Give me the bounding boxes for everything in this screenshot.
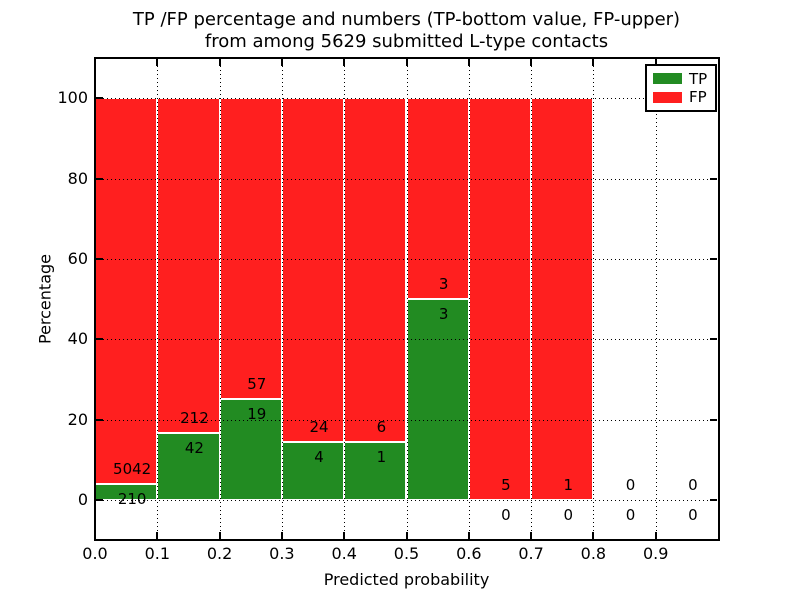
x-tick-mark-top xyxy=(343,59,346,66)
tp-count-label: 1 xyxy=(376,448,387,467)
y-tick-label: 0 xyxy=(77,489,88,509)
chart-title-line1: TP /FP percentage and numbers (TP-bottom… xyxy=(132,9,681,30)
x-tick-mark xyxy=(592,532,595,539)
tp-count-label: 0 xyxy=(625,505,636,524)
gridline-vertical xyxy=(531,58,533,540)
x-tick-mark-top xyxy=(592,59,595,66)
gridline-vertical xyxy=(157,58,159,540)
gridline-vertical xyxy=(593,58,595,540)
x-tick-mark-top xyxy=(156,59,159,66)
x-tick-mark xyxy=(280,532,283,539)
x-tick-label: 0.0 xyxy=(82,544,108,563)
bar-fp-segment xyxy=(406,98,469,299)
bar-fp-segment xyxy=(157,98,220,434)
fp-count-label: 24 xyxy=(309,418,329,437)
y-tick-mark xyxy=(96,418,103,421)
y-tick-mark-right xyxy=(710,338,717,341)
x-tick-mark-top xyxy=(280,59,283,66)
tp-count-label: 0 xyxy=(688,505,698,524)
fp-count-label: 6 xyxy=(376,418,387,437)
y-tick-label: 60 xyxy=(67,248,88,268)
x-tick-mark xyxy=(467,532,470,539)
y-tick-mark xyxy=(96,97,103,100)
bar-fp-segment xyxy=(531,98,594,500)
fp-count-label: 5 xyxy=(501,475,511,494)
x-tick-mark-top xyxy=(405,59,408,66)
x-tick-mark-top xyxy=(654,59,657,66)
y-tick-label: 20 xyxy=(67,409,88,429)
tp-count-label: 210 xyxy=(117,489,147,508)
y-tick-mark xyxy=(96,257,103,260)
fp-count-label: 3 xyxy=(438,275,449,293)
fp-count-label: 212 xyxy=(180,409,209,428)
y-tick-mark-right xyxy=(710,498,717,501)
fp-count-label: 0 xyxy=(688,475,698,494)
y-tick-mark xyxy=(96,498,103,501)
x-tick-label: 0.1 xyxy=(144,544,171,563)
x-tick-mark-top xyxy=(530,59,533,66)
gridline-vertical xyxy=(281,58,283,540)
fp-count-label: 1 xyxy=(563,475,574,494)
x-tick-label: 0.2 xyxy=(206,544,233,563)
legend: TP FP xyxy=(645,64,717,112)
x-tick-mark xyxy=(405,532,408,539)
gridline-vertical xyxy=(406,58,408,540)
x-tick-label: 0.8 xyxy=(580,544,607,563)
x-axis-label: Predicted probability xyxy=(323,570,490,589)
tp-count-label: 4 xyxy=(314,448,324,467)
legend-label-tp: TP xyxy=(689,69,708,88)
y-tick-mark-right xyxy=(710,418,717,421)
legend-label-fp: FP xyxy=(689,88,707,107)
x-tick-mark xyxy=(654,532,657,539)
y-tick-label: 80 xyxy=(67,168,88,188)
bar-tp-segment xyxy=(406,299,469,500)
x-tick-label: 0.6 xyxy=(456,544,482,563)
chart-title: TP /FP percentage and numbers (TP-bottom… xyxy=(95,9,718,53)
tp-count-label: 0 xyxy=(501,505,511,524)
tp-count-label: 0 xyxy=(563,505,574,524)
x-tick-mark xyxy=(94,532,96,539)
bar-fp-segment xyxy=(219,98,282,400)
bar-fp-segment xyxy=(344,98,407,443)
y-tick-mark-right xyxy=(710,177,717,180)
fp-count-label: 5042 xyxy=(113,459,152,478)
chart-title-line2: from among 5629 submitted L-type contact… xyxy=(204,31,609,52)
bar-fp-segment xyxy=(95,98,158,484)
x-tick-mark xyxy=(218,532,221,539)
gridline-vertical xyxy=(219,58,221,540)
y-tick-label: 100 xyxy=(57,88,88,108)
legend-swatch-fp xyxy=(653,91,682,103)
x-tick-label: 0.5 xyxy=(393,544,420,563)
x-tick-label: 0.4 xyxy=(331,544,357,563)
x-tick-mark xyxy=(156,532,159,539)
tp-count-label: 3 xyxy=(438,305,449,323)
legend-entry-tp: TP xyxy=(653,71,709,87)
tp-count-label: 19 xyxy=(247,405,267,424)
gridline-vertical xyxy=(468,58,470,540)
gridline-vertical xyxy=(344,58,346,540)
tp-count-label: 42 xyxy=(184,439,204,458)
x-tick-label: 0.7 xyxy=(518,544,544,563)
fp-count-label: 0 xyxy=(625,475,636,494)
gridline-vertical xyxy=(655,58,657,540)
x-tick-label: 0.9 xyxy=(642,544,669,563)
x-tick-mark-top xyxy=(94,59,96,66)
fp-count-label: 57 xyxy=(247,375,267,394)
y-tick-mark xyxy=(96,338,103,341)
x-tick-mark-top xyxy=(218,59,221,66)
legend-entry-fp: FP xyxy=(653,89,709,105)
x-tick-mark xyxy=(343,532,346,539)
bar-fp-segment xyxy=(281,98,345,443)
legend-swatch-tp xyxy=(653,73,682,85)
x-tick-mark xyxy=(530,532,533,539)
y-tick-mark-right xyxy=(710,257,717,260)
y-tick-mark xyxy=(96,177,103,180)
x-tick-label: 0.3 xyxy=(269,544,295,563)
y-tick-label: 40 xyxy=(67,329,88,349)
x-tick-mark-top xyxy=(467,59,470,66)
